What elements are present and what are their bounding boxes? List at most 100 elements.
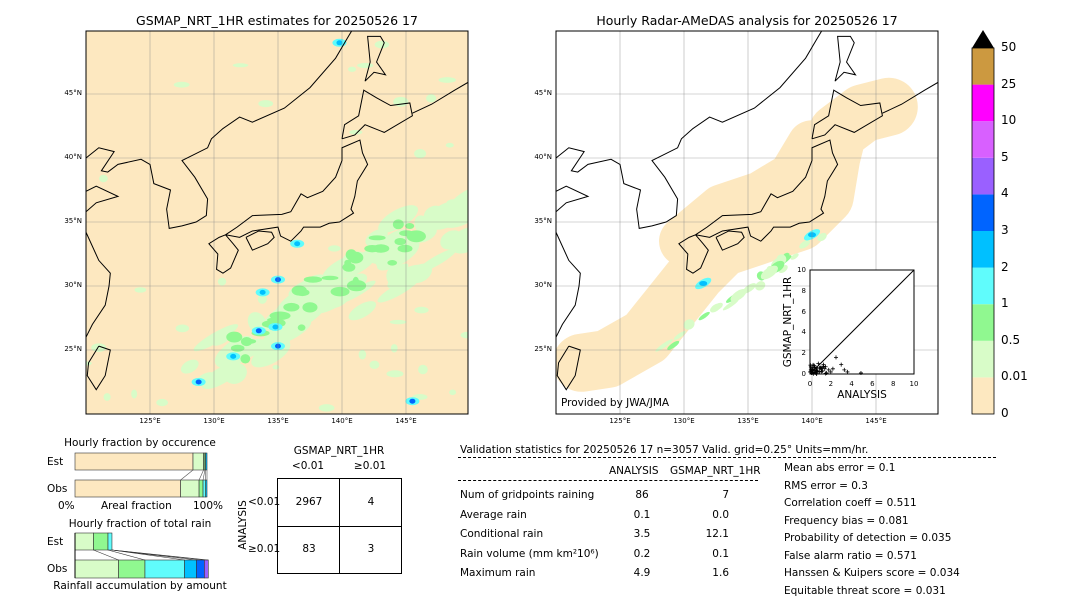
stats-row-label: Average rain [460, 508, 527, 521]
stats-col-analysis: ANALYSIS [609, 465, 659, 477]
rain-area-moderate [392, 219, 404, 230]
rain-area-light [418, 364, 428, 375]
rain-core [699, 280, 708, 286]
coastline [678, 234, 709, 274]
scatter-xtick: 2 [828, 380, 834, 388]
occurrence-obs-segment [180, 479, 200, 498]
totalrain-obs-segment [118, 559, 146, 579]
stats-row-label: Conditional rain [460, 528, 544, 540]
rain-area [683, 319, 695, 330]
colorbar-segment [972, 377, 994, 414]
score-line: Hanssen & Kuipers score = 0.034 [784, 567, 960, 579]
rain-area [730, 289, 747, 302]
stats-header: Validation statistics for 20250526 17 n=… [460, 444, 869, 456]
rain-area-light [328, 245, 341, 252]
right-map-title: Hourly Radar-AMeDAS analysis for 2025052… [596, 13, 898, 28]
stats-row-analysis: 4.9 [633, 567, 651, 579]
rain-area-light [232, 63, 249, 68]
lat-tick: 30°N [64, 281, 82, 289]
coastline [556, 185, 590, 213]
rain-area-light [414, 148, 427, 159]
rain-area-moderate [321, 275, 339, 281]
lat-tick: 40°N [64, 153, 82, 161]
totalrain-obs-segment [74, 559, 119, 579]
colorbar-segment [972, 267, 994, 305]
rain-area-light [449, 389, 457, 396]
tot-est-label: Est [47, 536, 64, 548]
coastline [715, 230, 745, 251]
scatter-ytick: 2 [801, 349, 806, 358]
cell-hit: 3 [367, 543, 375, 555]
rain-core [294, 241, 301, 247]
rain-area-light [338, 280, 376, 304]
rain-area [667, 340, 680, 350]
rain-core [336, 40, 343, 46]
connector [202, 469, 206, 481]
rain-area-light [374, 40, 390, 49]
rain-area-light [440, 230, 463, 250]
rain-area [790, 253, 799, 260]
colorbar-tick: 5 [1001, 149, 1009, 164]
rain-area-moderate [405, 223, 415, 229]
rain-area-light [318, 404, 335, 412]
colorbar-segment [972, 157, 994, 195]
rain-area-light [441, 195, 468, 228]
colorbar-tick: 0 [1001, 406, 1009, 420]
rain-area-light [103, 393, 111, 401]
cell-false-alarm: 4 [367, 496, 375, 508]
colorbar-tick: 10 [1001, 113, 1017, 128]
rain-area-light [390, 344, 398, 353]
scatter-xtick: 4 [849, 380, 854, 388]
coastline [882, 81, 938, 114]
one-to-one-line [809, 269, 915, 375]
stats-row-gsmap: 7 [722, 489, 729, 501]
contingency-title: GSMAP_NRT_1HR [293, 445, 385, 457]
scatter-point [812, 365, 817, 370]
lat-tick: 35°N [64, 217, 82, 225]
lat-tick: 45°N [534, 89, 552, 97]
rain-area [722, 298, 739, 311]
lat-tick: 30°N [534, 281, 552, 289]
rain-area [799, 239, 811, 249]
credit-text: Provided by JWA/JMA [561, 397, 670, 409]
rain-area-light [257, 294, 267, 304]
right-map-content [556, 31, 938, 414]
col-label-lt: <0.01 [291, 460, 325, 472]
rain-area-moderate [283, 302, 300, 312]
lon-tick: 145°E [395, 417, 417, 425]
occurrence-est-segment [192, 452, 204, 471]
score-line: RMS error = 0.3 [784, 479, 868, 492]
connector [107, 549, 146, 561]
rain-area-light [348, 301, 377, 321]
rain-area-light [389, 319, 407, 325]
totalrain-est-segment [93, 532, 109, 551]
score-line: Frequency bias = 0.081 [784, 514, 909, 527]
colorbar-segment [972, 121, 994, 158]
left-map-content [86, 31, 468, 414]
rain-area [817, 232, 827, 242]
rain-area-moderate [344, 259, 352, 267]
stats-row-label: Rain volume (mm km²10⁶) [460, 547, 599, 560]
rain-area-moderate [242, 338, 257, 344]
rain-area-moderate [387, 260, 398, 266]
coastline [341, 89, 413, 140]
coastline [412, 81, 468, 114]
rain-area-moderate [394, 238, 407, 246]
scatter-xtick: 6 [870, 380, 875, 388]
rain-area-light [414, 306, 429, 314]
rain-area-light [201, 363, 240, 389]
rain-area-light [272, 364, 280, 370]
scatter-point [842, 367, 847, 372]
rain-area-moderate [364, 244, 381, 253]
totalrain-obs-segment [144, 559, 185, 579]
rain-area-moderate [348, 251, 364, 264]
lon-tick: 145°E [865, 417, 887, 425]
coastline [556, 232, 581, 338]
rain-area-light [99, 174, 108, 183]
coastline [208, 234, 239, 274]
lon-tick: 130°E [203, 417, 225, 425]
scatter-ytick: 8 [801, 286, 806, 295]
coastline [245, 230, 275, 251]
scatter-point [830, 366, 835, 371]
